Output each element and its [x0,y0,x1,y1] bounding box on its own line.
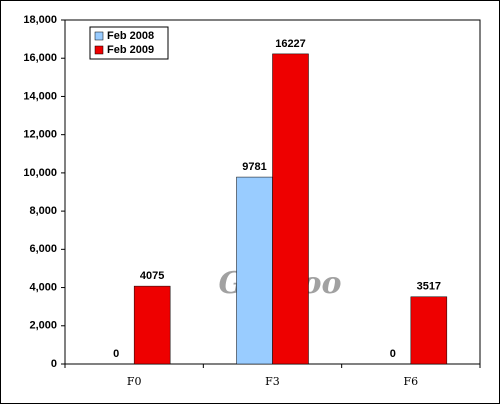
bar [133,285,171,365]
bar [410,296,448,365]
bar [272,53,309,365]
data-label: 0 [113,348,119,360]
y-tick-label: 8,000 [29,205,57,217]
data-label: 3517 [417,281,441,293]
legend-swatch [94,31,104,41]
data-label: 16227 [275,38,306,50]
y-tick-label: 4,000 [29,281,57,293]
x-tick-label: F6 [404,375,419,388]
y-tick-label: 18,000 [23,14,57,26]
x-tick-label: F0 [127,375,142,388]
y-tick-label: 10,000 [23,167,57,179]
y-tick-label: 2,000 [29,320,57,332]
legend-swatch [94,45,104,55]
legend-label: Feb 2008 [107,30,154,42]
y-tick-label: 12,000 [23,129,57,141]
data-label: 0 [390,348,396,360]
bar [236,176,273,365]
data-label: 9781 [242,161,266,173]
y-tick-label: 0 [51,358,57,370]
y-tick-label: 6,000 [29,243,57,255]
legend-label: Feb 2009 [107,44,154,56]
data-label: 4075 [140,270,164,282]
x-tick-label: F3 [265,375,280,388]
y-tick-label: 14,000 [23,90,57,102]
y-tick-label: 16,000 [23,52,57,64]
